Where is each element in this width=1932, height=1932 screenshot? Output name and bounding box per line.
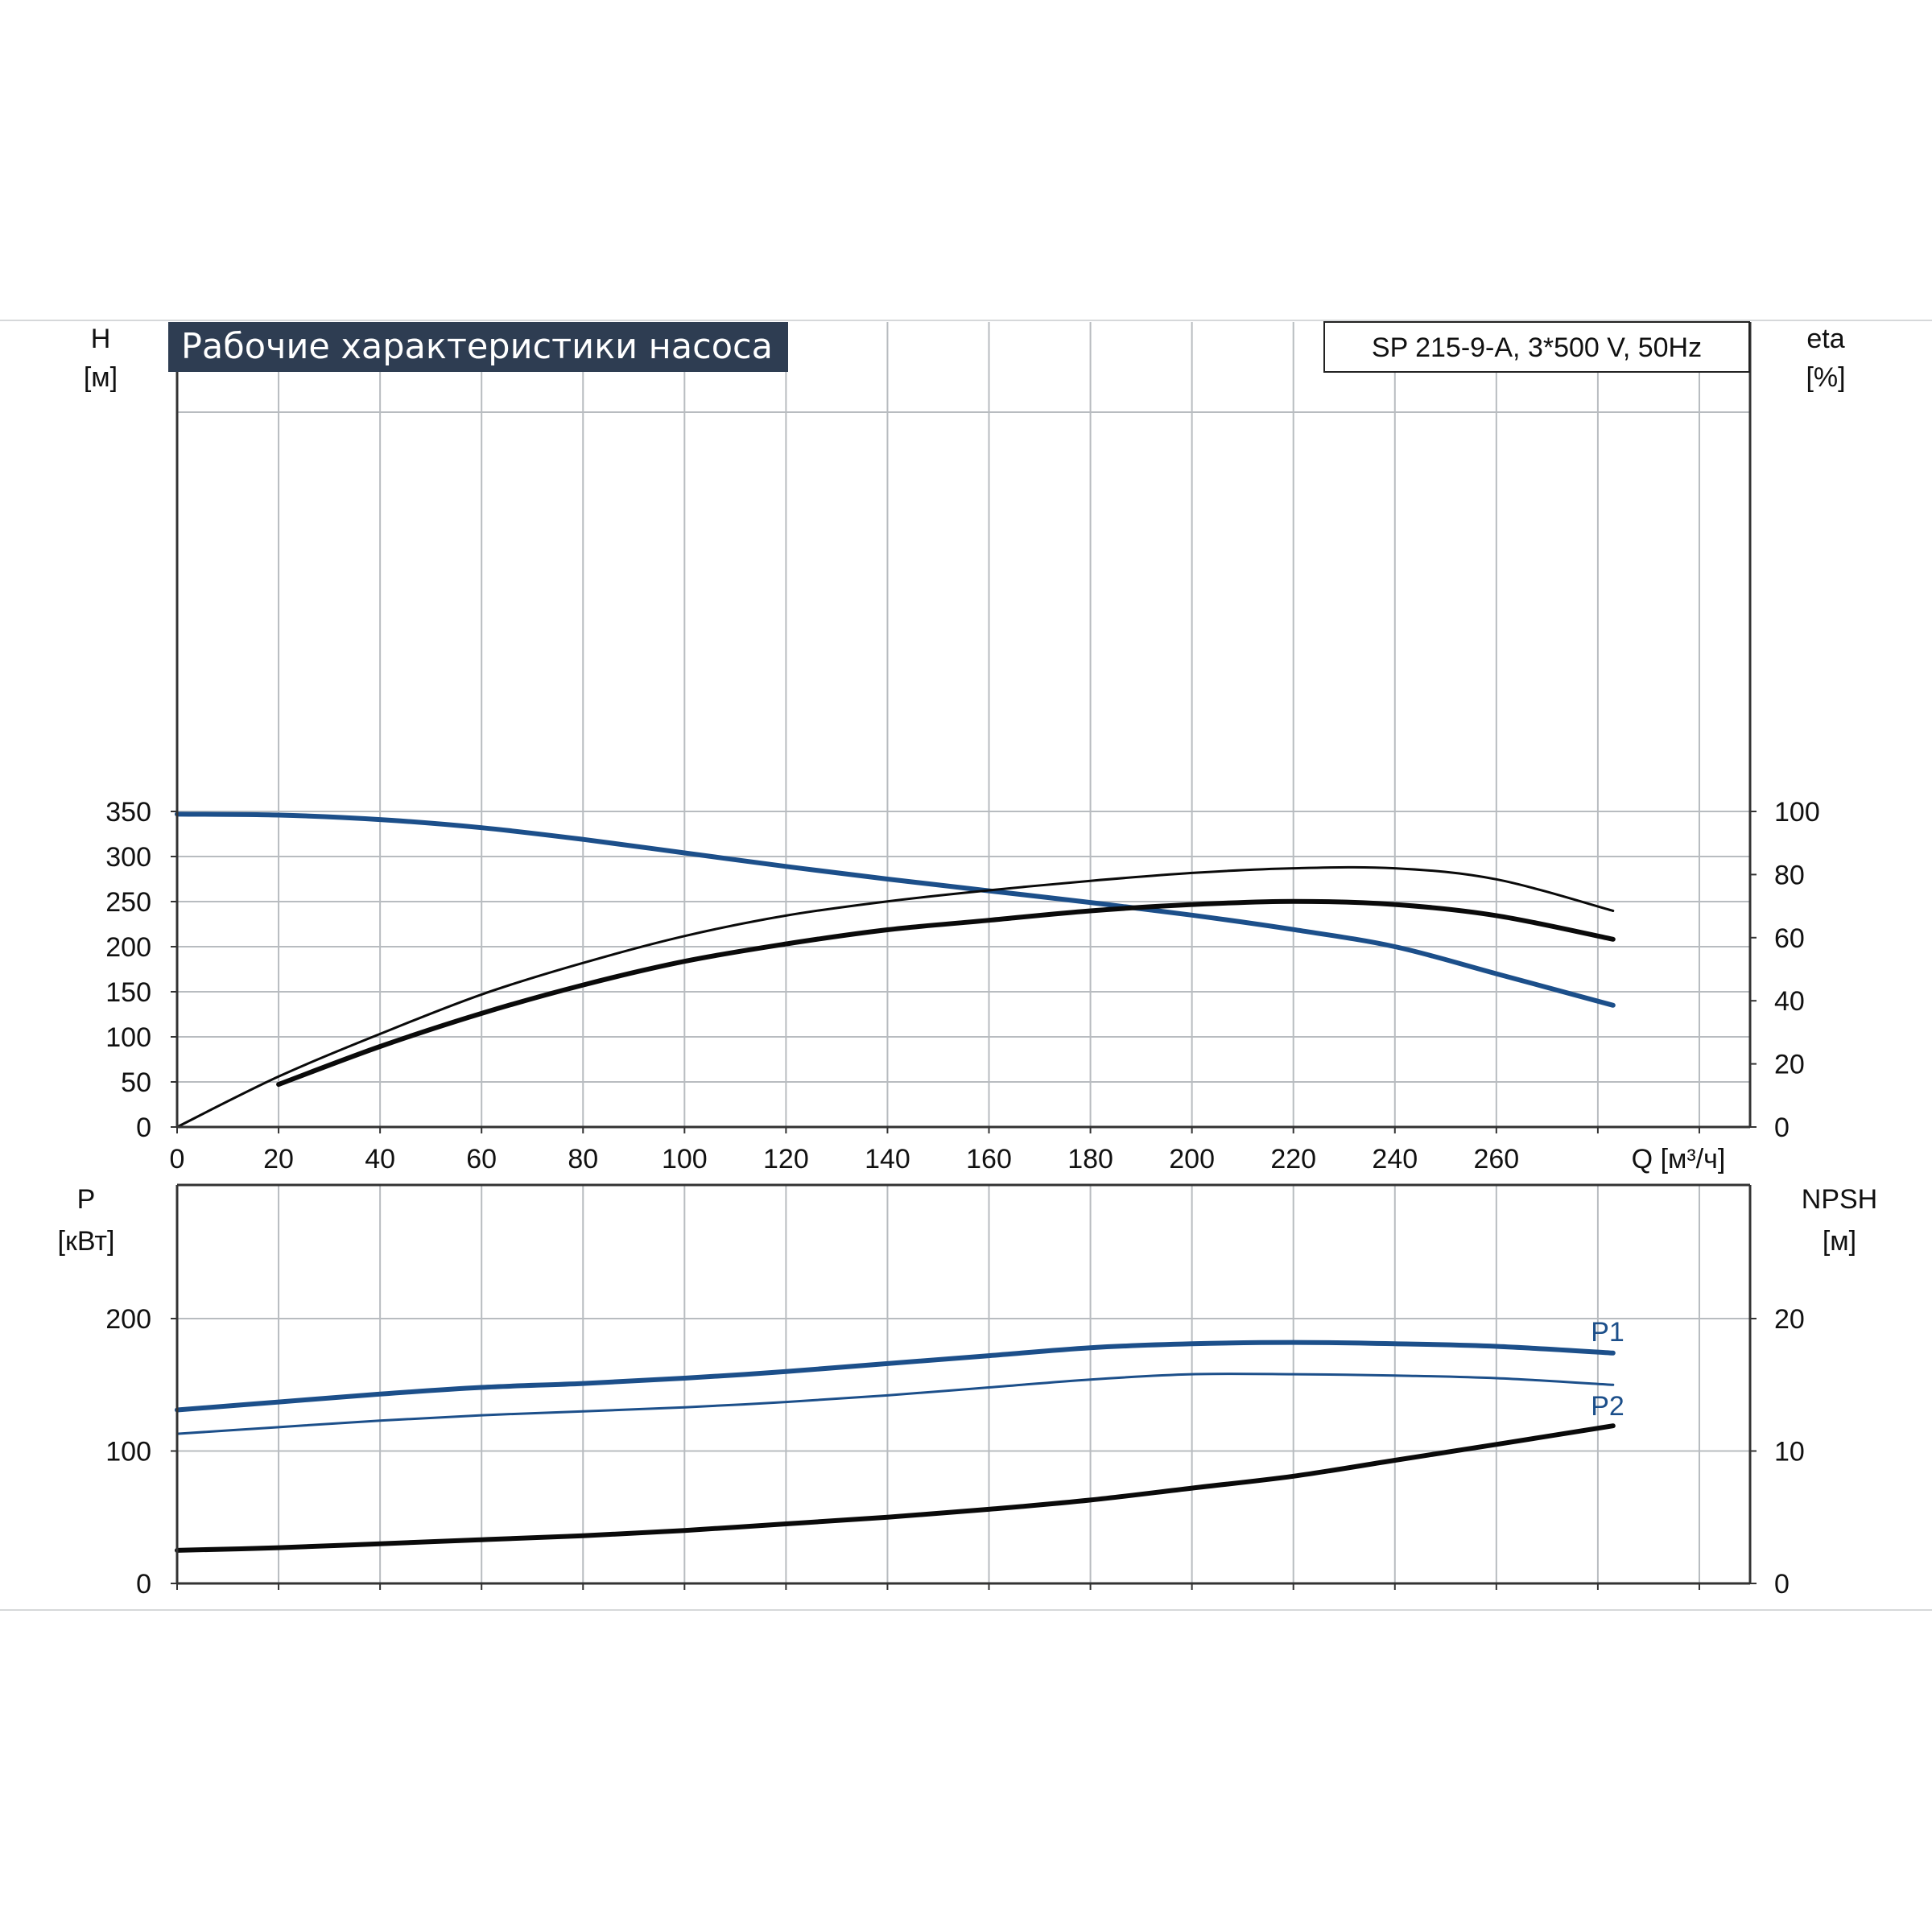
chart-title: Рабочие характеристики насоса (181, 326, 773, 367)
npsh-tick-label: 20 (1774, 1304, 1805, 1335)
eta-tick-label: 20 (1774, 1050, 1805, 1080)
series-p1-line (175, 1340, 1616, 1413)
p1-series-label: P1 (1591, 1317, 1624, 1348)
lower-plot-grid (177, 1185, 1750, 1583)
x-tick-label: 60 (466, 1144, 497, 1174)
npsh-axis-unit: [м] (1823, 1226, 1856, 1257)
series-p2-line (175, 1373, 1615, 1435)
x-tick-label: 100 (662, 1144, 708, 1174)
upper-plot-frame (171, 322, 1757, 1133)
eta-axis-label: eta (1806, 324, 1844, 354)
x-tick-label: 260 (1473, 1144, 1519, 1174)
q-axis-label: Q [м³/ч] (1632, 1144, 1726, 1174)
x-tick-label: 180 (1067, 1144, 1113, 1174)
p-tick-label: 100 (105, 1437, 151, 1468)
x-tick-label: 120 (763, 1144, 809, 1174)
h-tick-label: 250 (105, 887, 151, 918)
h-tick-label: 300 (105, 842, 151, 873)
h-tick-label: 0 (136, 1113, 151, 1143)
x-tick-label: 220 (1270, 1144, 1316, 1174)
title-banner (168, 322, 788, 372)
eta-tick-label: 40 (1774, 986, 1805, 1017)
h-tick-label: 150 (105, 977, 151, 1008)
h-tick-label: 50 (121, 1067, 151, 1098)
x-tick-label: 140 (865, 1144, 910, 1174)
x-tick-label: 20 (263, 1144, 294, 1174)
npsh-tick-label: 10 (1774, 1437, 1805, 1468)
eta-tick-label: 100 (1774, 797, 1820, 828)
p2-series-label: P2 (1591, 1391, 1624, 1422)
upper-plot-series (175, 811, 1616, 1129)
h-tick-label: 350 (105, 797, 151, 828)
npsh-axis-label: NPSH (1802, 1184, 1877, 1215)
npsh-tick-label: 0 (1774, 1569, 1790, 1600)
model-label: SP 215-9-A, 3*500 V, 50Hz (1372, 332, 1702, 363)
p-tick-label: 0 (136, 1569, 151, 1600)
x-tick-label: 80 (568, 1144, 598, 1174)
x-tick-label: 200 (1169, 1144, 1215, 1174)
h-axis-unit: [м] (84, 362, 118, 393)
p-axis-unit: [кВт] (58, 1226, 115, 1257)
h-tick-label: 200 (105, 932, 151, 963)
eta-axis-unit: [%] (1806, 362, 1845, 393)
series-h-line (175, 811, 1616, 1008)
eta-tick-label: 0 (1774, 1113, 1790, 1143)
x-tick-label: 160 (966, 1144, 1012, 1174)
series-npsh-line (175, 1423, 1616, 1553)
p-tick-label: 200 (105, 1304, 151, 1335)
series-eta-2-line (276, 898, 1616, 1088)
x-tick-label: 0 (170, 1144, 185, 1174)
model-box (1323, 321, 1750, 373)
eta-tick-label: 60 (1774, 923, 1805, 954)
tick-labels: 0 20 40 60 80 100 120 140 160 180 200 220 240 2600501… (105, 797, 1819, 1600)
lower-plot-series (175, 1340, 1616, 1553)
x-tick-label: 240 (1372, 1144, 1418, 1174)
x-tick-label: 40 (365, 1144, 395, 1174)
eta-tick-label: 80 (1774, 860, 1805, 890)
lower-plot-frame (171, 1183, 1757, 1590)
h-axis-label: H (91, 324, 111, 354)
p-axis-label: P (77, 1184, 96, 1215)
upper-plot-grid (177, 322, 1750, 1127)
series-eta-1-line (175, 865, 1615, 1129)
h-tick-label: 100 (105, 1022, 151, 1053)
